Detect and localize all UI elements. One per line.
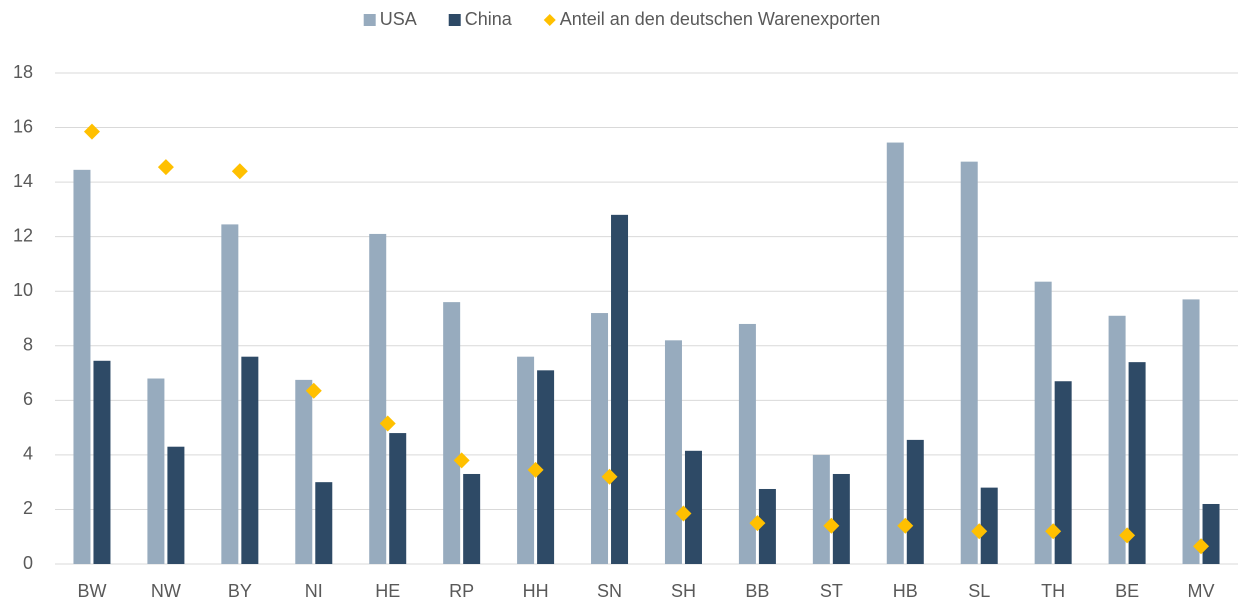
x-tick-label: HB [893,581,918,601]
marker [157,159,174,176]
bar [960,161,978,564]
bar [1034,281,1052,564]
bar [537,370,555,564]
marker [83,123,100,140]
legend-swatch [363,14,376,26]
marker [527,461,544,478]
x-tick-label: SL [968,581,990,601]
legend-label: China [465,9,513,29]
x-tick-label: ST [820,581,843,601]
x-tick-label: BB [745,581,769,601]
y-tick-label: 10 [13,280,33,300]
marker [749,515,766,532]
y-tick-label: 4 [23,444,33,464]
marker [305,382,322,399]
bar [443,302,461,564]
bar [315,482,333,564]
y-tick-label: 0 [23,553,33,573]
bar [147,378,165,564]
bar [167,446,185,564]
bar [611,214,629,564]
x-tick-label: BW [77,581,106,601]
bar [906,439,924,564]
legend-swatch [448,14,461,26]
legend-label: Anteil an den deutschen Warenexporten [560,9,881,29]
legend-label: USA [380,9,417,29]
marker [1045,523,1062,540]
bar [241,356,259,564]
bar [591,313,609,564]
bar [1202,503,1220,564]
bar [664,340,682,564]
y-tick-label: 12 [13,225,33,245]
x-tick-label: NI [305,581,323,601]
y-tick-label: 8 [23,335,33,355]
marker [897,517,914,534]
bar [1182,299,1200,564]
bar [221,224,239,564]
bar [295,379,313,564]
x-tick-label: TH [1041,581,1065,601]
bar [389,433,407,564]
marker [1119,527,1136,544]
bar [1128,362,1146,564]
x-tick-label: MV [1188,581,1215,601]
bar [886,142,904,564]
bar [73,169,91,564]
bar [980,487,998,564]
y-tick-label: 16 [13,116,33,136]
bar [463,473,481,564]
x-tick-label: RP [449,581,474,601]
bar [93,360,111,564]
x-tick-label: SN [597,581,622,601]
x-tick-label: HE [375,581,400,601]
marker [675,505,692,522]
x-tick-label: BY [228,581,252,601]
bar [684,450,702,564]
bar [517,356,535,564]
bar [758,488,776,564]
marker [453,452,470,469]
bar [1054,381,1072,564]
x-tick-label: SH [671,581,696,601]
bar [369,233,387,564]
marker [971,523,988,540]
bar [1108,315,1126,564]
bar [738,323,756,564]
x-tick-label: HH [523,581,549,601]
marker [1193,538,1210,555]
marker [601,468,618,485]
marker [823,517,840,534]
legend-swatch [543,14,556,26]
bar [812,454,830,564]
marker [379,415,396,432]
bar [832,473,850,564]
y-tick-label: 14 [13,171,33,191]
y-tick-label: 2 [23,498,33,518]
y-tick-label: 18 [13,62,33,82]
x-tick-label: NW [151,581,181,601]
x-tick-label: BE [1115,581,1139,601]
y-tick-label: 6 [23,389,33,409]
marker [231,163,248,180]
